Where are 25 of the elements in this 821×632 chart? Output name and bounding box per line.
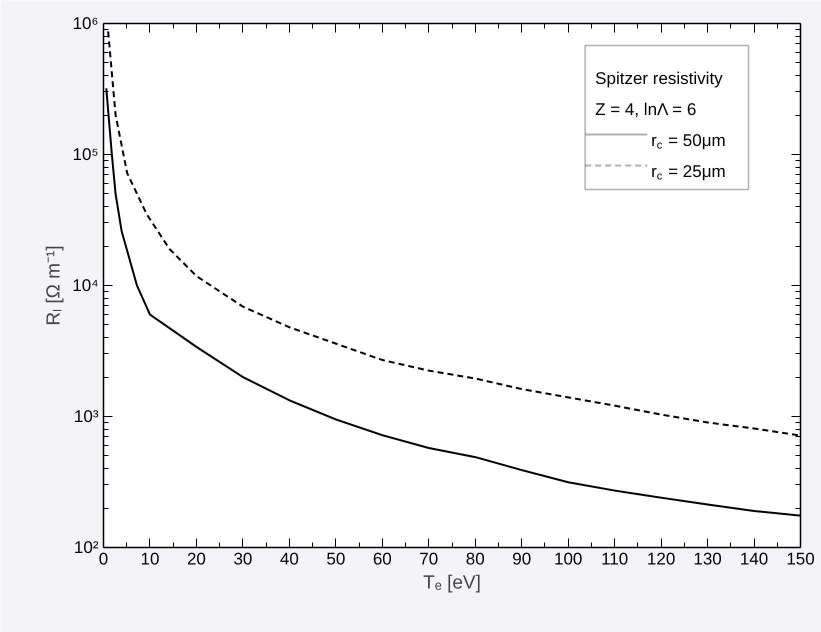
x-tick-label: 140 <box>740 550 768 568</box>
x-tick-label: 60 <box>372 550 392 568</box>
x-tick-label: 150 <box>786 550 815 568</box>
x-tick-label: 30 <box>233 550 252 568</box>
y-tick-label: 10⁵ <box>72 145 99 164</box>
x-axis-title: Tₑ [eV] <box>423 572 481 594</box>
x-tick-label: 80 <box>466 550 485 568</box>
x-tick-label: 0 <box>98 550 108 568</box>
x-tick-label: 110 <box>601 550 628 568</box>
x-tick-label: 100 <box>554 550 582 568</box>
x-tick-label: 20 <box>186 550 206 568</box>
y-tick-label: 10⁶ <box>72 14 99 33</box>
x-tick-label: 90 <box>512 550 532 568</box>
x-tick-label: 50 <box>326 550 346 568</box>
legend-title: Spitzer resistivity <box>595 69 724 88</box>
x-tick-label: 40 <box>280 550 299 568</box>
x-tick-label: 130 <box>693 550 722 568</box>
x-tick-label: 70 <box>419 550 438 568</box>
annotation: Z = 4, lnΛ = 6 <box>595 100 696 119</box>
y-axis-title: Rₗ [Ω m⁻¹] <box>43 245 64 326</box>
x-tick-label: 120 <box>646 550 676 568</box>
x-tick-label: 10 <box>140 550 160 568</box>
y-tick-label: 10⁴ <box>72 276 99 295</box>
y-tick-label: 10³ <box>74 407 99 426</box>
y-tick-label: 10² <box>74 538 99 557</box>
